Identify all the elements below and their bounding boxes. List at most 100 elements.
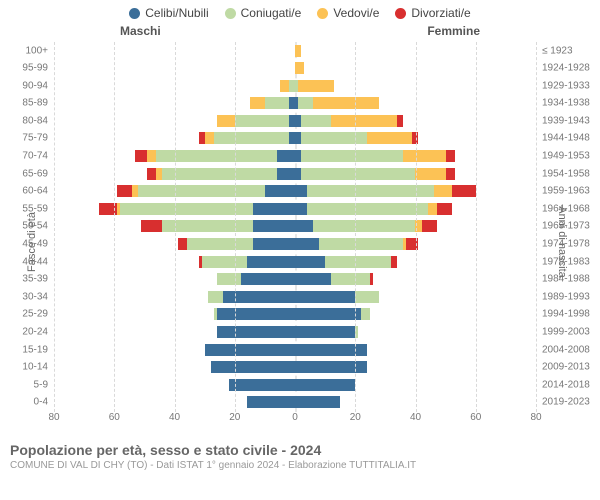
female-bar bbox=[295, 80, 334, 92]
segment-celibi bbox=[295, 344, 367, 356]
pyramid-row: 15-192004-2008 bbox=[54, 343, 536, 357]
segment-celibi bbox=[253, 220, 295, 232]
x-axis: 80604020020406080 bbox=[54, 412, 536, 426]
male-bar bbox=[229, 379, 295, 391]
chart-subtitle: COMUNE DI VAL DI CHY (TO) - Dati ISTAT 1… bbox=[10, 460, 590, 471]
legend-item: Coniugati/e bbox=[225, 6, 302, 20]
pyramid-row: 35-391984-1988 bbox=[54, 272, 536, 286]
female-bar bbox=[295, 344, 367, 356]
segment-celibi bbox=[295, 220, 313, 232]
birth-year-label: 1924-1928 bbox=[542, 63, 590, 74]
female-bar bbox=[295, 238, 418, 250]
x-tick-label: 80 bbox=[530, 412, 541, 423]
gridline bbox=[476, 42, 477, 412]
legend-dot-icon bbox=[317, 8, 328, 19]
chart-title: Popolazione per età, sesso e stato civil… bbox=[10, 442, 590, 458]
gridline bbox=[235, 42, 236, 412]
plot-area: 100+≤ 192395-991924-192890-941929-193385… bbox=[54, 42, 536, 412]
male-bar bbox=[199, 256, 295, 268]
segment-coniugati bbox=[298, 97, 313, 109]
segment-vedovi bbox=[367, 132, 412, 144]
birth-year-label: 2019-2023 bbox=[542, 397, 590, 408]
segment-divorziati bbox=[117, 185, 132, 197]
gridline bbox=[416, 42, 417, 412]
male-bar bbox=[217, 326, 295, 338]
segment-celibi bbox=[253, 238, 295, 250]
male-bar bbox=[199, 132, 295, 144]
birth-year-label: 1939-1943 bbox=[542, 115, 590, 126]
segment-coniugati bbox=[120, 203, 253, 215]
x-tick-label: 60 bbox=[109, 412, 120, 423]
segment-divorziati bbox=[147, 168, 156, 180]
segment-vedovi bbox=[415, 168, 445, 180]
segment-celibi bbox=[229, 379, 295, 391]
segment-coniugati bbox=[162, 168, 276, 180]
male-bar bbox=[211, 361, 295, 373]
pyramid-row: 70-741949-1953 bbox=[54, 149, 536, 163]
age-label: 95-99 bbox=[22, 63, 48, 74]
segment-divorziati bbox=[446, 168, 455, 180]
segment-vedovi bbox=[217, 115, 235, 127]
segment-coniugati bbox=[313, 220, 415, 232]
legend-item: Celibi/Nubili bbox=[129, 6, 208, 20]
gridline bbox=[536, 42, 537, 412]
segment-divorziati bbox=[422, 220, 437, 232]
birth-year-label: 2014-2018 bbox=[542, 379, 590, 390]
chart-area: Fasce di età Anni di nascita 100+≤ 19239… bbox=[0, 42, 600, 442]
legend-label: Coniugati/e bbox=[241, 6, 302, 20]
age-label: 25-29 bbox=[22, 309, 48, 320]
segment-divorziati bbox=[452, 185, 476, 197]
female-bar bbox=[295, 308, 370, 320]
segment-celibi bbox=[241, 273, 295, 285]
age-label: 65-69 bbox=[22, 168, 48, 179]
male-bar bbox=[217, 115, 295, 127]
female-bar bbox=[295, 150, 455, 162]
female-header: Femmine bbox=[427, 24, 480, 38]
segment-divorziati bbox=[178, 238, 187, 250]
legend: Celibi/NubiliConiugati/eVedovi/eDivorzia… bbox=[0, 0, 600, 24]
segment-celibi bbox=[253, 203, 295, 215]
segment-coniugati bbox=[208, 291, 223, 303]
birth-year-label: ≤ 1923 bbox=[542, 45, 573, 56]
pyramid-row: 25-291994-1998 bbox=[54, 307, 536, 321]
female-bar bbox=[295, 185, 476, 197]
age-label: 40-44 bbox=[22, 256, 48, 267]
age-label: 75-79 bbox=[22, 133, 48, 144]
age-label: 15-19 bbox=[22, 344, 48, 355]
age-label: 20-24 bbox=[22, 327, 48, 338]
age-label: 55-59 bbox=[22, 203, 48, 214]
x-tick-label: 0 bbox=[292, 412, 298, 423]
birth-year-label: 1979-1983 bbox=[542, 256, 590, 267]
segment-celibi bbox=[295, 291, 355, 303]
x-tick-label: 20 bbox=[350, 412, 361, 423]
female-bar bbox=[295, 273, 373, 285]
segment-celibi bbox=[295, 185, 307, 197]
segment-coniugati bbox=[301, 132, 367, 144]
male-bar bbox=[178, 238, 295, 250]
segment-coniugati bbox=[319, 238, 403, 250]
gridline bbox=[114, 42, 115, 412]
female-bar bbox=[295, 291, 379, 303]
segment-celibi bbox=[295, 326, 355, 338]
pyramid-row: 45-491974-1978 bbox=[54, 237, 536, 251]
pyramid-row: 40-441979-1983 bbox=[54, 255, 536, 269]
segment-celibi bbox=[217, 326, 295, 338]
x-tick-label: 40 bbox=[169, 412, 180, 423]
female-bar bbox=[295, 45, 301, 57]
pyramid-row: 50-541969-1973 bbox=[54, 219, 536, 233]
birth-year-label: 1934-1938 bbox=[542, 98, 590, 109]
segment-divorziati bbox=[141, 220, 162, 232]
pyramid-row: 0-42019-2023 bbox=[54, 395, 536, 409]
pyramid-row: 60-641959-1963 bbox=[54, 184, 536, 198]
pyramid-row: 85-891934-1938 bbox=[54, 96, 536, 110]
segment-coniugati bbox=[301, 150, 403, 162]
segment-coniugati bbox=[235, 115, 289, 127]
segment-divorziati bbox=[370, 273, 373, 285]
birth-year-label: 1929-1933 bbox=[542, 80, 590, 91]
male-header: Maschi bbox=[120, 24, 161, 38]
segment-divorziati bbox=[391, 256, 397, 268]
pyramid-row: 80-841939-1943 bbox=[54, 114, 536, 128]
segment-vedovi bbox=[331, 115, 397, 127]
age-label: 70-74 bbox=[22, 151, 48, 162]
segment-celibi bbox=[265, 185, 295, 197]
